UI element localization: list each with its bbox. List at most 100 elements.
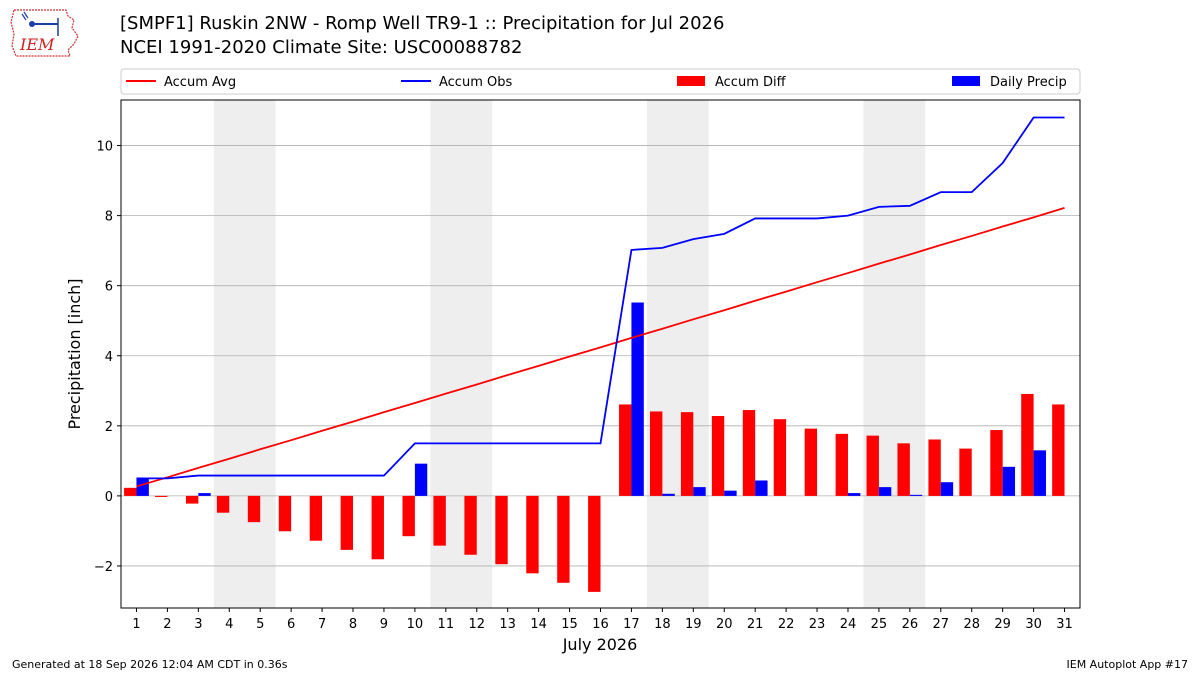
accum-diff-bar-day-17 — [619, 404, 632, 496]
accum-diff-bar-day-19 — [680, 412, 694, 496]
x-tick-label: 3 — [194, 617, 202, 632]
x-axis-label: July 2026 — [562, 635, 638, 654]
iem-logo: IEM — [10, 9, 79, 57]
accum-diff-bar-day-26 — [897, 443, 910, 496]
accum-diff-bar-day-31 — [1052, 404, 1065, 496]
accum-diff-bar-day-13 — [495, 495, 508, 565]
x-tick-label: 22 — [778, 617, 795, 632]
x-tick-label: 8 — [349, 617, 357, 632]
accum-diff-bar-day-10 — [402, 495, 415, 537]
daily-precip-bar-day-18 — [662, 493, 675, 496]
x-tick-label: 29 — [994, 617, 1011, 632]
y-tick-label: 4 — [105, 350, 113, 365]
accum-diff-bar-day-24 — [835, 433, 848, 496]
y-tick-label: 8 — [105, 210, 113, 225]
accum-diff-bar-day-27 — [928, 439, 941, 496]
x-tick-label: 24 — [840, 617, 857, 632]
accum-diff-bar-day-7 — [309, 495, 323, 541]
accum-diff-bar-day-18 — [649, 411, 663, 496]
x-tick-label: 20 — [716, 617, 733, 632]
y-tick-label: 6 — [105, 280, 113, 295]
daily-precip-bar-day-1 — [136, 478, 149, 496]
accum-diff-bar-day-11 — [433, 495, 446, 546]
x-tick-label: 25 — [871, 617, 888, 632]
x-tick-label: 2 — [163, 617, 171, 632]
accum-diff-bar-day-6 — [278, 495, 292, 532]
x-tick-label: 12 — [468, 617, 485, 632]
accum-diff-bar-day-9 — [371, 495, 384, 560]
accum-diff-bar-day-23 — [804, 428, 818, 496]
chart-title: [SMPF1] Ruskin 2NW - Romp Well TR9-1 :: … — [120, 13, 725, 34]
x-tick-label: 17 — [623, 617, 640, 632]
legend-accum-avg-label: Accum Avg — [164, 75, 236, 90]
x-tick-label: 26 — [902, 617, 919, 632]
accum-diff-bar-day-4 — [216, 495, 230, 513]
daily-precip-bar-day-25 — [878, 487, 892, 496]
y-tick-label: −2 — [94, 560, 113, 575]
accum-diff-bar-day-21 — [742, 410, 756, 496]
x-tick-label: 13 — [499, 617, 516, 632]
chart-subtitle: NCEI 1991-2020 Climate Site: USC00088782 — [120, 37, 523, 58]
app-credit: IEM Autoplot App #17 — [1066, 658, 1189, 671]
daily-precip-bar-day-30 — [1033, 450, 1046, 496]
x-tick-label: 23 — [809, 617, 826, 632]
x-tick-label: 10 — [407, 617, 424, 632]
accum-avg-line — [136, 207, 1065, 488]
x-tick-label: 15 — [561, 617, 578, 632]
x-tick-label: 30 — [1025, 617, 1042, 632]
daily-precip-bar-day-27 — [940, 482, 954, 496]
accum-diff-bar-day-22 — [773, 419, 787, 496]
x-tick-label: 6 — [287, 617, 295, 632]
daily-precip-bar-day-10 — [414, 463, 428, 496]
y-tick-label: 2 — [105, 420, 113, 435]
daily-precip-bar-day-20 — [724, 490, 737, 496]
legend-box — [120, 68, 1081, 95]
accum-diff-bar-day-25 — [866, 435, 879, 496]
accum-diff-bar-day-29 — [990, 430, 1003, 496]
x-tick-label: 16 — [592, 617, 609, 632]
x-tick-label: 28 — [963, 617, 980, 632]
generated-timestamp: Generated at 18 Sep 2026 12:04 AM CDT in… — [12, 658, 288, 671]
accum-diff-bar-day-15 — [557, 495, 570, 583]
accum-diff-bar-day-3 — [185, 495, 199, 504]
legend-daily-precip-label: Daily Precip — [990, 75, 1067, 90]
x-tick-label: 9 — [380, 617, 388, 632]
daily-precip-bar-day-19 — [693, 487, 706, 496]
accum-diff-bar-day-12 — [464, 495, 477, 555]
x-tick-label: 7 — [318, 617, 326, 632]
accum-diff-bar-day-1 — [124, 487, 137, 496]
x-tick-label: 5 — [256, 617, 264, 632]
x-tick-label: 4 — [225, 617, 233, 632]
x-tick-label: 21 — [747, 617, 764, 632]
daily-precip-bar-day-26 — [909, 494, 923, 496]
accum-diff-bar-day-16 — [588, 495, 601, 592]
x-tick-label: 18 — [654, 617, 671, 632]
weekend-shade-4 — [863, 100, 926, 608]
accum-diff-bar-day-5 — [247, 495, 261, 523]
accum-diff-bar-day-2 — [155, 495, 168, 497]
legend-accum-diff-label: Accum Diff — [715, 75, 787, 90]
weekend-shade-1 — [213, 100, 276, 608]
accum-diff-bar-day-28 — [959, 448, 972, 496]
y-axis-label: Precipitation [inch] — [65, 278, 84, 429]
x-tick-label: 1 — [132, 617, 140, 632]
x-tick-label: 11 — [438, 617, 455, 632]
legend-accum-obs-label: Accum Obs — [439, 75, 512, 90]
accum-diff-bar-day-14 — [526, 495, 539, 574]
y-tick-label: 10 — [96, 140, 113, 155]
accum-diff-bar-day-20 — [711, 416, 725, 496]
legend-accum-diff-swatch — [677, 76, 705, 86]
x-tick-label: 27 — [933, 617, 950, 632]
y-tick-label: 0 — [105, 490, 113, 505]
accum-obs-line — [136, 116, 1065, 480]
x-tick-label: 19 — [685, 617, 702, 632]
legend-daily-precip-swatch — [952, 76, 980, 86]
daily-precip-bar-day-24 — [847, 493, 861, 496]
daily-precip-bar-day-21 — [755, 480, 768, 496]
weekend-shade-3 — [646, 100, 709, 608]
daily-precip-bar-day-17 — [631, 302, 644, 496]
x-tick-label: 14 — [530, 617, 547, 632]
accum-diff-bar-day-30 — [1021, 393, 1034, 496]
daily-precip-bar-day-29 — [1002, 466, 1016, 496]
